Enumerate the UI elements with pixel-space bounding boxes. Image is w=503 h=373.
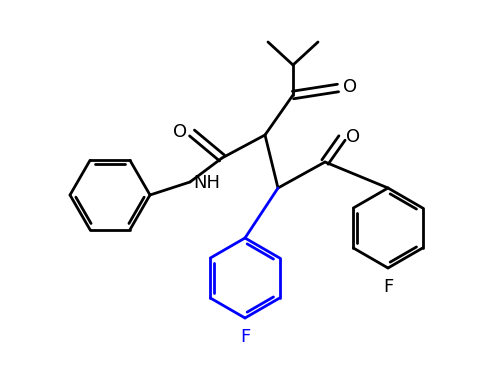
Text: O: O <box>343 78 357 96</box>
Text: NH: NH <box>193 174 220 192</box>
Text: F: F <box>383 278 393 296</box>
Text: O: O <box>346 128 360 146</box>
Text: O: O <box>173 123 187 141</box>
Text: F: F <box>240 328 250 346</box>
